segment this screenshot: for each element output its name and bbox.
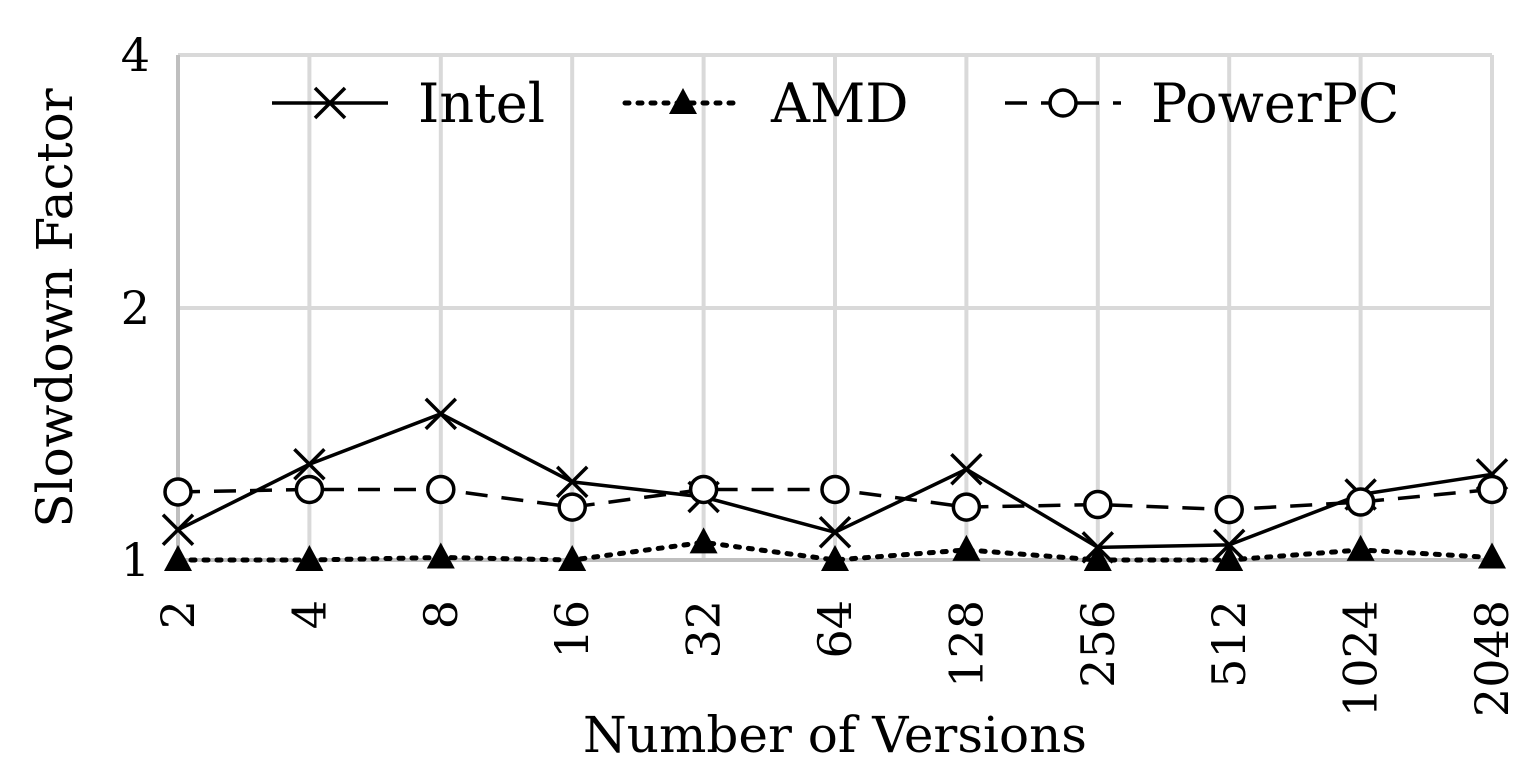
- x-tick-label: 128: [939, 600, 993, 688]
- point-amd: [821, 545, 849, 571]
- legend-swatch-marker: [313, 86, 347, 120]
- point-powerpc: [294, 474, 325, 505]
- series-powerpc: [163, 474, 1507, 525]
- point-intel: [161, 513, 195, 546]
- point-amd: [1083, 545, 1112, 571]
- point-intel: [1212, 528, 1246, 562]
- y-tick-label: 2: [121, 281, 150, 335]
- point-amd: [1215, 545, 1244, 571]
- legend-item-amd: AMD: [622, 72, 909, 135]
- marker-stroke: [161, 513, 195, 546]
- series-layer: [161, 397, 1509, 571]
- legend-label-powerpc: PowerPC: [1151, 72, 1399, 135]
- point-amd: [558, 545, 587, 571]
- x-tick-label: 1024: [1334, 600, 1388, 717]
- point-intel: [424, 397, 458, 431]
- x-tick-label: 16: [545, 600, 599, 659]
- point-powerpc: [951, 492, 982, 522]
- legend-swatch-marker: [1048, 88, 1078, 118]
- point-amd: [1346, 534, 1375, 561]
- point-intel: [555, 465, 589, 499]
- legend: Intel AMD PowerPC: [272, 72, 1399, 135]
- series-line-amd: [175, 539, 1495, 563]
- point-amd: [426, 542, 455, 569]
- point-powerpc: [557, 492, 587, 522]
- point-intel: [293, 448, 326, 481]
- x-tick-label: 2: [151, 600, 205, 629]
- legend-item-powerpc: PowerPC: [1005, 72, 1399, 135]
- point-powerpc: [1083, 489, 1113, 520]
- point-intel: [818, 516, 852, 549]
- x-tick-label: 256: [1071, 600, 1125, 688]
- marker-stroke: [555, 465, 589, 499]
- x-tick-label: 512: [1202, 600, 1256, 688]
- x-tick-label: 8: [414, 600, 468, 629]
- point-powerpc: [163, 477, 193, 507]
- legend-label-intel: Intel: [418, 72, 545, 135]
- x-tick-label: 4: [282, 600, 336, 629]
- point-powerpc: [1477, 474, 1507, 505]
- marker-stroke: [1212, 528, 1246, 562]
- point-amd: [295, 545, 324, 571]
- point-powerpc: [820, 474, 850, 505]
- point-amd: [164, 545, 192, 571]
- point-amd: [952, 534, 981, 561]
- series-amd: [164, 527, 1506, 571]
- y-tick-label: 1: [121, 533, 150, 587]
- legend-label-amd: AMD: [770, 72, 909, 135]
- point-powerpc: [688, 474, 719, 505]
- point-intel: [950, 453, 983, 486]
- x-axis-label: Number of Versions: [583, 706, 1087, 764]
- point-amd: [689, 527, 718, 554]
- x-tick-label: 2048: [1465, 600, 1519, 717]
- marker-stroke: [313, 86, 347, 120]
- legend-swatch-marker: [669, 88, 697, 114]
- marker-stroke: [424, 397, 458, 431]
- point-powerpc: [1214, 494, 1244, 525]
- marker-stroke: [818, 516, 852, 549]
- x-tick-label: 32: [677, 600, 731, 659]
- x-tick-label: 64: [808, 600, 862, 659]
- point-powerpc: [1345, 487, 1376, 517]
- marker-stroke: [950, 453, 983, 486]
- point-powerpc: [426, 474, 456, 505]
- marker-stroke: [293, 448, 326, 481]
- point-amd: [1478, 542, 1506, 569]
- y-tick-label: 4: [121, 28, 150, 82]
- y-axis-label: Slowdown Factor: [26, 88, 84, 527]
- legend-item-intel: Intel: [272, 72, 545, 135]
